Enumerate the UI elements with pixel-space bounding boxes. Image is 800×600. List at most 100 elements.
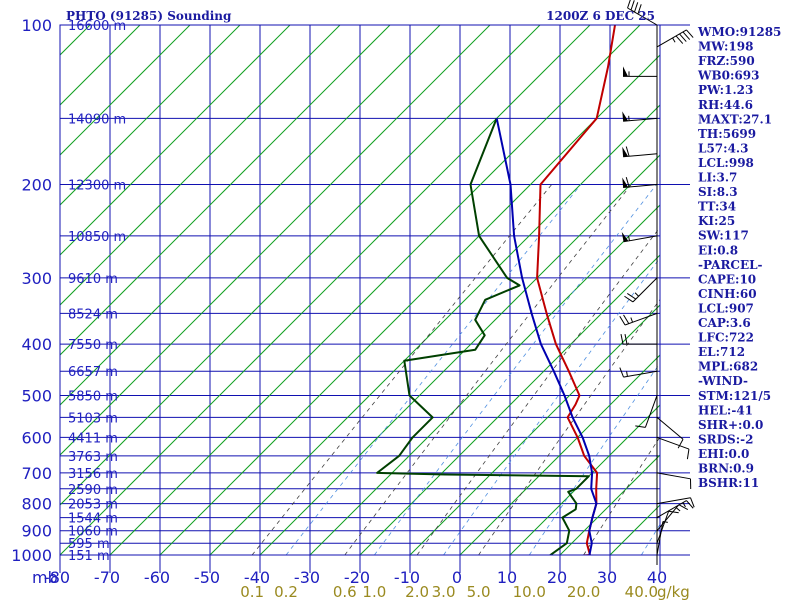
pressure-tick-label: 700 <box>21 464 52 483</box>
wind-barb <box>656 497 695 508</box>
wind-barb-flag <box>677 439 684 449</box>
temperature-tick-label: -30 <box>294 568 320 587</box>
profile-lines <box>376 25 616 555</box>
pressure-tick-label: 1000 <box>11 546 52 565</box>
wind-barb-staff <box>656 500 687 519</box>
wind-barb-flag <box>679 33 687 42</box>
index-entry: LCL:907 <box>698 301 754 315</box>
wind-barb <box>656 510 679 544</box>
wind-barb-flag <box>627 293 637 300</box>
chart-date: 1200Z 6 DEC 25 <box>546 9 655 23</box>
mixing-ratio-label: 2.0 <box>405 583 429 600</box>
wind-barb-flag <box>625 177 630 188</box>
temperature-tick-label: -20 <box>344 568 370 587</box>
height-label: 1060 m <box>68 525 118 540</box>
isotherm-line <box>409 304 660 555</box>
wind-barb <box>622 146 658 158</box>
isotherm-line <box>60 25 491 456</box>
height-label: 12300 m <box>68 179 126 194</box>
isotherm-line <box>760 25 800 555</box>
wind-barb-half-flag <box>628 235 630 241</box>
pressure-tick-label: 900 <box>21 522 52 541</box>
index-entry: BRN:0.9 <box>698 462 754 476</box>
wind-barb-pennant <box>622 177 629 188</box>
wind-barb-half-flag <box>626 371 628 377</box>
index-entry: EHI:0.0 <box>698 447 749 461</box>
isotherm-line <box>60 25 441 406</box>
wind-barb-staff <box>656 504 680 532</box>
index-entry: CAP:3.6 <box>698 316 751 330</box>
index-entry: SHR+:0.0 <box>698 418 763 432</box>
wind-barb-flag <box>686 500 694 509</box>
wind-barb-staff <box>624 312 658 326</box>
temperature-tick-label: 30 <box>597 568 617 587</box>
mixing-ratio-label: 1.0 <box>362 583 386 600</box>
wind-barb-staff <box>656 436 690 450</box>
isotherm-line <box>60 25 541 506</box>
mixing-ratio-label: 0.6 <box>333 583 357 600</box>
mixing-ratio-line <box>443 257 660 555</box>
wind-barb <box>621 231 658 243</box>
wind-barb-staff <box>627 7 658 26</box>
height-label: 7550 m <box>68 338 118 353</box>
wind-barb-staff <box>656 497 691 505</box>
wind-barb-half-flag <box>634 292 639 297</box>
dewpoint-line <box>376 117 590 555</box>
height-label: 9610 m <box>68 272 118 287</box>
mixing-ratio-line <box>251 184 553 555</box>
wind-barb-flag <box>625 146 630 157</box>
index-entry: SI:8.3 <box>698 185 738 199</box>
index-entry: STM:121/5 <box>698 389 771 403</box>
index-entry: LFC:722 <box>698 331 754 345</box>
wind-barb-staff <box>623 235 658 243</box>
isotherms <box>60 25 800 555</box>
wind-barb-half-flag <box>630 317 634 323</box>
index-entry: TT:34 <box>698 200 736 214</box>
wind-barb-staff <box>656 417 684 440</box>
isotherm-line <box>309 204 660 555</box>
wind-barb-flag <box>624 295 634 303</box>
wind-barb-staff <box>656 521 664 556</box>
temperature-tick-label: -10 <box>394 568 420 587</box>
height-label: 16600 m <box>68 19 126 34</box>
height-label: 14090 m <box>68 112 126 127</box>
wind-barb-flag <box>619 316 626 326</box>
mixing-ratio-label: 3.0 <box>432 583 456 600</box>
wind-barb-flag <box>690 497 695 508</box>
pressure-tick-label: 400 <box>21 335 52 354</box>
index-entry: TH:5699 <box>698 127 756 141</box>
isotherm-line <box>60 25 391 356</box>
wind-barb-staff <box>656 472 691 480</box>
wind-barb-staff <box>656 29 687 48</box>
pressure-tick-label: 300 <box>21 269 52 288</box>
temperature-tick-label: -50 <box>194 568 220 587</box>
temperature-tick-label: -80 <box>44 568 70 587</box>
index-entry: LI:3.7 <box>698 171 737 185</box>
height-label: 8524 m <box>68 307 118 322</box>
mixing-ratio-line <box>344 184 632 555</box>
wind-barb-flag <box>634 2 639 13</box>
mixing-ratio-label: 40.0 <box>625 583 658 600</box>
pressure-tick-label: 200 <box>21 176 52 195</box>
wind-barb <box>622 177 658 189</box>
wind-barb <box>656 521 668 556</box>
mixing-ratio-label: 0.1 <box>240 583 264 600</box>
mixing-ratio-line <box>285 184 582 555</box>
index-entry: RH:44.6 <box>698 98 753 112</box>
isotherm-line <box>509 404 660 555</box>
isotherm-line <box>159 54 660 555</box>
mixing-ratio-label: 0.2 <box>274 583 298 600</box>
height-label: 595 m <box>68 537 110 552</box>
mixing-ratio-line <box>416 226 660 555</box>
plot-border <box>59 24 661 556</box>
index-entry: L57:4.3 <box>698 141 748 155</box>
wind-barb-flag <box>682 31 691 40</box>
height-label: 4411 m <box>68 431 118 446</box>
isotherm-line <box>109 25 641 555</box>
wind-barb <box>623 66 657 77</box>
wind-barb-flag <box>678 504 689 511</box>
isotherm-line <box>459 354 660 555</box>
wind-barb-flag <box>620 333 624 345</box>
